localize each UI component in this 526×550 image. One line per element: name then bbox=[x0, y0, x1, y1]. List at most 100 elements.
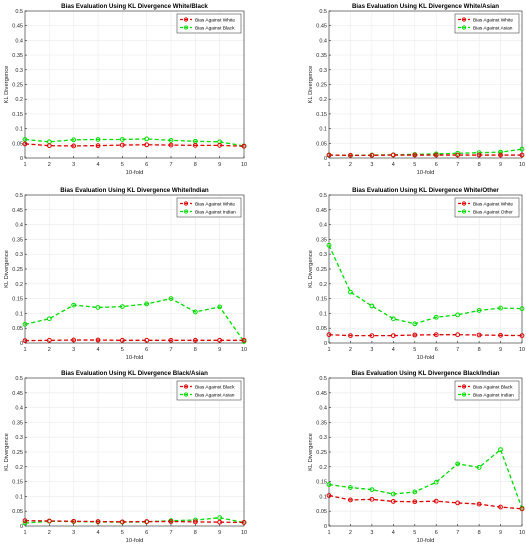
chart-title: Bias Evaluation Using KL Divergence Whit… bbox=[352, 3, 499, 10]
data-point bbox=[95, 143, 101, 149]
data-point bbox=[168, 337, 174, 343]
x-tick-label: 5 bbox=[121, 162, 124, 168]
chart-panel-2: 1 2 3 4 5 6 7 8 9 10 0 0.05 0.1 0.15 0.2 0.25 0.3 0.35 0.4… bbox=[308, 3, 525, 176]
legend-label: Bias Against Other bbox=[473, 209, 513, 215]
y-tick-label: 0.2 bbox=[319, 465, 327, 471]
data-point bbox=[433, 332, 439, 338]
legend-label: Bias Against White bbox=[195, 201, 235, 207]
y-tick-label: 0.3 bbox=[319, 252, 327, 258]
y-tick-label: 0.05 bbox=[316, 326, 327, 332]
data-point bbox=[498, 504, 503, 510]
data-point bbox=[326, 482, 332, 487]
data-point bbox=[519, 152, 525, 158]
x-tick-label: 10 bbox=[241, 162, 247, 168]
data-point bbox=[71, 143, 77, 149]
x-tick-label: 5 bbox=[121, 347, 124, 353]
data-point bbox=[390, 152, 396, 158]
y-tick-label: 0.2 bbox=[15, 465, 23, 471]
x-tick-label: 4 bbox=[392, 347, 395, 353]
y-tick-label: 0.35 bbox=[12, 237, 23, 243]
data-point bbox=[217, 304, 223, 310]
y-tick-label: 0.4 bbox=[319, 406, 327, 412]
y-tick-label: 0.4 bbox=[15, 38, 23, 44]
legend-label: Bias Against Asian bbox=[473, 25, 513, 31]
y-tick-label: 0.25 bbox=[12, 267, 23, 273]
x-tick-label: 3 bbox=[72, 162, 75, 168]
y-tick-label: 0.45 bbox=[12, 208, 23, 214]
x-tick-label: 3 bbox=[72, 347, 75, 353]
data-point bbox=[326, 242, 332, 248]
y-tick-label: 0.5 bbox=[15, 9, 23, 15]
y-tick-label: 0 bbox=[324, 341, 327, 347]
data-point bbox=[241, 337, 247, 343]
data-point bbox=[217, 142, 223, 148]
x-tick-label: 6 bbox=[145, 347, 148, 353]
data-point bbox=[46, 316, 52, 322]
data-point bbox=[412, 332, 418, 338]
x-tick-label: 6 bbox=[435, 347, 438, 353]
x-tick-label: 9 bbox=[218, 530, 221, 536]
legend: Bias Against White Bias Against Other bbox=[454, 197, 520, 218]
y-tick-label: 0.5 bbox=[15, 193, 23, 199]
y-axis-label: KL Divergence bbox=[308, 433, 314, 471]
data-point bbox=[433, 498, 439, 504]
x-tick-label: 6 bbox=[435, 162, 438, 168]
y-tick-label: 0 bbox=[324, 524, 327, 530]
x-tick-label: 8 bbox=[478, 162, 481, 168]
legend-box bbox=[454, 380, 520, 401]
y-axis-label: KL Divergence bbox=[4, 433, 10, 471]
x-tick-label: 7 bbox=[169, 530, 172, 536]
x-tick-label: 2 bbox=[48, 530, 51, 536]
x-tick-label: 6 bbox=[435, 530, 438, 536]
data-point bbox=[348, 289, 353, 295]
y-tick-label: 0.25 bbox=[316, 267, 327, 273]
data-point bbox=[144, 142, 150, 148]
data-point bbox=[119, 304, 125, 309]
x-tick-label: 3 bbox=[370, 347, 373, 353]
legend-label: Bias Against Black bbox=[473, 384, 513, 390]
data-point bbox=[412, 489, 418, 495]
data-point bbox=[192, 142, 198, 148]
data-point bbox=[192, 337, 198, 343]
legend-label: Bias Against Indian bbox=[195, 209, 236, 215]
legend: Bias Against Black Bias Against Indian bbox=[454, 380, 520, 401]
x-tick-label: 1 bbox=[23, 162, 26, 168]
data-point bbox=[348, 497, 353, 503]
data-point bbox=[326, 152, 332, 158]
data-point bbox=[168, 142, 174, 148]
y-tick-label: 0.35 bbox=[316, 420, 327, 426]
x-tick-label: 10 bbox=[519, 162, 525, 168]
data-point bbox=[71, 518, 77, 524]
data-point bbox=[476, 464, 482, 470]
x-tick-label: 5 bbox=[413, 162, 416, 168]
x-tick-label: 4 bbox=[96, 162, 99, 168]
x-tick-label: 8 bbox=[194, 162, 197, 168]
data-point bbox=[22, 338, 28, 344]
x-tick-label: 8 bbox=[194, 530, 197, 536]
data-point bbox=[348, 152, 353, 158]
data-point bbox=[433, 479, 439, 485]
x-tick-label: 1 bbox=[23, 347, 26, 353]
x-tick-label: 9 bbox=[218, 162, 221, 168]
data-point bbox=[455, 152, 461, 158]
data-point bbox=[326, 332, 332, 338]
data-point bbox=[476, 152, 482, 158]
y-tick-label: 0.4 bbox=[15, 406, 23, 412]
y-tick-label: 0.1 bbox=[15, 311, 23, 317]
y-tick-label: 0.3 bbox=[15, 435, 23, 441]
y-tick-label: 0.05 bbox=[316, 509, 327, 515]
data-point bbox=[71, 337, 77, 343]
chart-panel-6: 1 2 3 4 5 6 7 8 9 10 0 0.05 0.1 0.15 0.2 0.25 0.3 0.35 0.4… bbox=[308, 370, 525, 544]
legend: Bias Against White Bias Against Indian bbox=[176, 197, 242, 218]
data-point bbox=[119, 142, 125, 148]
series-line-1 bbox=[24, 520, 245, 524]
legend-swatch-marker bbox=[183, 25, 189, 30]
legend-box bbox=[176, 380, 242, 401]
data-point bbox=[519, 306, 525, 312]
x-tick-label: 3 bbox=[370, 530, 373, 536]
data-point bbox=[95, 137, 101, 142]
y-tick-label: 0.05 bbox=[12, 509, 23, 515]
x-tick-label: 4 bbox=[392, 162, 395, 168]
data-point bbox=[46, 143, 52, 149]
data-point bbox=[168, 296, 174, 302]
